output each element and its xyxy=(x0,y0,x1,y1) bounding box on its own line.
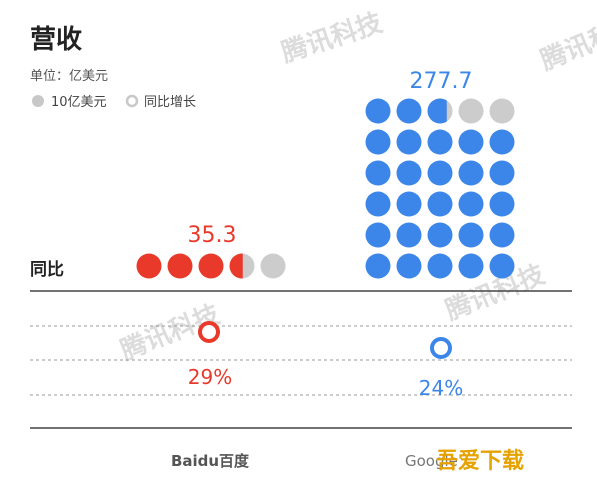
revenue-dot xyxy=(136,253,162,279)
revenue-dot xyxy=(427,160,453,186)
unit-label: 单位：亿美元 xyxy=(30,69,108,84)
revenue-dot xyxy=(427,222,453,248)
yoy-value-label-google: 24% xyxy=(419,376,463,400)
revenue-dot xyxy=(396,160,422,186)
revenue-dot xyxy=(365,98,391,124)
revenue-dot xyxy=(427,191,453,217)
yoy-value-label-baidu: 29% xyxy=(188,365,232,389)
tencent-watermark: 腾讯科技 xyxy=(278,8,386,69)
yoy-marker-baidu xyxy=(198,321,220,343)
revenue-dot xyxy=(458,129,484,155)
revenue-dot xyxy=(489,160,515,186)
revenue-dot xyxy=(167,253,193,279)
revenue-dot-partial xyxy=(427,98,447,124)
dot-matrix-google xyxy=(365,98,515,279)
dot-matrix-baidu xyxy=(136,253,286,279)
revenue-dot xyxy=(396,253,422,279)
revenue-dot xyxy=(458,98,484,124)
revenue-dot xyxy=(365,129,391,155)
tencent-watermark: 腾讯科技 xyxy=(536,10,597,77)
revenue-dot xyxy=(458,191,484,217)
yoy-axis-label: 同比 xyxy=(30,259,64,280)
watermarks: 腾讯科技 腾讯科技 腾讯科技 腾讯科技 xyxy=(116,8,597,367)
revenue-dot-partial xyxy=(229,253,243,279)
revenue-dot xyxy=(458,253,484,279)
revenue-dot xyxy=(198,253,224,279)
revenue-dot xyxy=(260,253,286,279)
revenue-dot xyxy=(396,191,422,217)
revenue-dot xyxy=(365,253,391,279)
chart-title: 营收 xyxy=(30,25,82,55)
revenue-dot xyxy=(365,191,391,217)
revenue-dot xyxy=(458,160,484,186)
revenue-dot xyxy=(427,129,453,155)
revenue-dot xyxy=(396,222,422,248)
revenue-dot xyxy=(365,160,391,186)
revenue-dot xyxy=(489,98,515,124)
legend-filled-dot-icon xyxy=(32,95,44,107)
yoy-marker-google xyxy=(430,337,452,359)
revenue-value-label-baidu: 35.3 xyxy=(188,223,237,248)
category-label-baidu: Baidu百度 xyxy=(171,452,250,470)
category-label-google: Google xyxy=(405,452,458,470)
revenue-dot xyxy=(458,222,484,248)
revenue-dot xyxy=(489,191,515,217)
revenue-value-label-google: 277.7 xyxy=(410,69,473,94)
revenue-dot xyxy=(396,98,422,124)
revenue-dot xyxy=(365,222,391,248)
legend: 10亿美元 同比增长 xyxy=(32,94,196,110)
revenue-dot xyxy=(427,253,453,279)
revenue-dot xyxy=(489,253,515,279)
legend-label-unit-dot: 10亿美元 xyxy=(51,95,107,110)
revenue-dot xyxy=(396,129,422,155)
revenue-dot xyxy=(489,129,515,155)
legend-label-yoy: 同比增长 xyxy=(144,95,196,110)
download-site-watermark: 吾爱下载 xyxy=(436,448,524,474)
revenue-dot xyxy=(489,222,515,248)
legend-ring-icon xyxy=(125,94,139,108)
